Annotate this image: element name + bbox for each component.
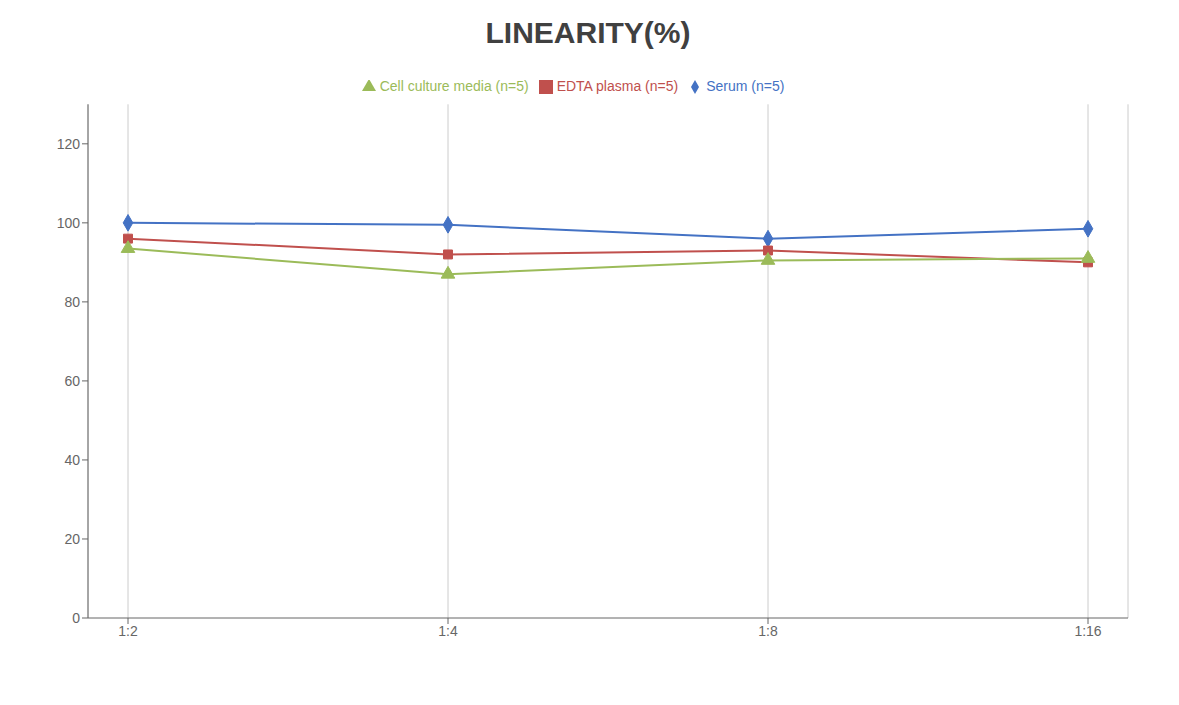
svg-text:100: 100 xyxy=(57,215,81,231)
svg-text:80: 80 xyxy=(64,294,80,310)
html-text:EDTA plasma (n=5): EDTA plasma (n=5) xyxy=(556,78,679,94)
svg-text:1:8: 1:8 xyxy=(758,623,778,639)
html-text:Serum (n=5): Serum (n=5) xyxy=(706,78,785,94)
svg-text:0: 0 xyxy=(72,610,80,626)
svg-text:40: 40 xyxy=(64,452,80,468)
html-text:Cell culture media (n=5): Cell culture media (n=5) xyxy=(379,78,529,94)
svg-text:20: 20 xyxy=(64,531,80,547)
svg-text:1:4: 1:4 xyxy=(438,623,458,639)
svg-text:1:16: 1:16 xyxy=(1074,623,1101,639)
svg-text:60: 60 xyxy=(64,373,80,389)
html-text:LINEARITY(%): LINEARITY(%) xyxy=(485,16,691,49)
svg-text:120: 120 xyxy=(57,136,81,152)
svg-text:1:2: 1:2 xyxy=(118,623,138,639)
